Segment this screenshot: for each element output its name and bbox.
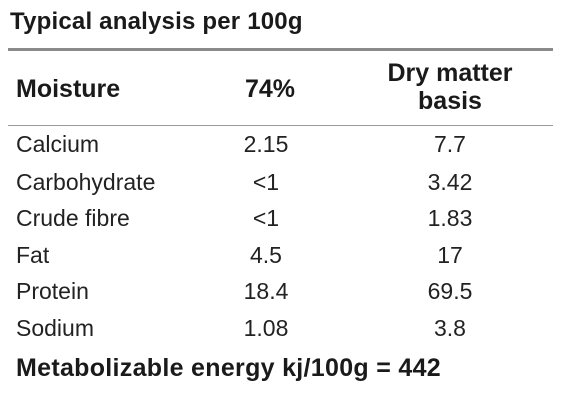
nutrient-dry-matter: 69.5 [427,278,473,304]
table-row: Carbohydrate <1 3.42 [0,164,562,200]
nutrient-dry-matter: 1.83 [427,205,473,231]
table-header: Moisture 74% Dry matter basis [0,52,562,124]
nutrient-value: 2.15 [243,131,289,157]
nutrient-name: Fat [16,242,50,268]
nutrient-name: Crude fibre [16,205,130,231]
nutrient-value: 18.4 [243,278,289,304]
nutrient-value: 4.5 [250,242,282,268]
nutrient-value: <1 [252,169,280,195]
nutrient-name: Sodium [16,315,94,341]
nutrient-dry-matter: 3.42 [427,169,473,195]
header-moisture: Moisture [16,75,121,103]
nutrient-value: 1.08 [243,315,289,341]
nutrient-name: Carbohydrate [16,169,156,195]
header-moisture-percent: 74% [244,75,296,103]
title-divider [8,48,553,51]
table-row: Fat 4.5 17 [0,237,562,273]
table-title: Typical analysis per 100g [10,8,303,35]
header-dry-matter-line1: Dry matter [387,59,513,87]
nutrient-dry-matter: 17 [437,242,463,268]
header-divider [8,125,553,126]
table-row: Crude fibre <1 1.83 [0,200,562,236]
nutrient-name: Protein [16,278,89,304]
table-row: Calcium 2.15 7.7 [0,126,562,162]
header-dry-matter: Dry matter basis [360,59,540,115]
nutrient-name: Calcium [16,131,100,157]
table-row: Sodium 1.08 3.8 [0,310,562,346]
nutrient-value: <1 [252,205,280,231]
header-dry-matter-line2: basis [418,87,482,115]
energy-summary: Metabolizable energy kj/100g = 442 [16,354,441,382]
nutrient-dry-matter: 3.8 [434,315,466,341]
table-row: Protein 18.4 69.5 [0,273,562,309]
nutrient-dry-matter: 7.7 [434,131,466,157]
